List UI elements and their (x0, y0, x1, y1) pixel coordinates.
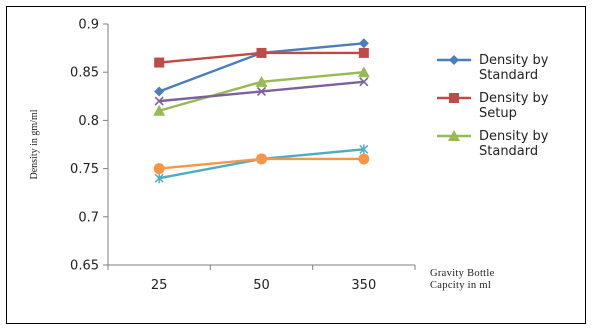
y-tick-label: 0.65 (70, 259, 99, 274)
series-3-point (255, 75, 268, 87)
legend-label-2: Density by (479, 91, 549, 106)
x-tick-label: 50 (253, 278, 270, 293)
series-4-point (154, 96, 164, 106)
chart-frame (6, 6, 586, 324)
series-2-point (154, 57, 165, 68)
series-5-point (154, 173, 164, 184)
series-2-point (358, 47, 369, 58)
y-tick-label: 0.75 (70, 162, 99, 177)
series-3-point (357, 66, 370, 78)
series-6-point (153, 163, 165, 175)
legend-label-3: Density by (479, 129, 549, 144)
legend-marker-2 (449, 93, 459, 103)
legend-marker-1 (449, 55, 459, 65)
series-5-point (359, 144, 369, 155)
series-6-point (256, 153, 267, 165)
legend-marker-3 (448, 130, 460, 141)
series-1-point (358, 38, 369, 49)
series-2-point (256, 47, 267, 58)
series-3-point (153, 104, 166, 116)
y-tick-label: 0.8 (78, 114, 99, 129)
y-tick-label: 0.7 (78, 210, 99, 225)
x-axis-title: Capcity in ml (430, 280, 491, 291)
y-tick-label: 0.85 (70, 66, 99, 81)
series-4-point (256, 86, 267, 97)
legend-label-2: Setup (479, 106, 517, 121)
series-1-point (154, 86, 165, 97)
y-axis-title: Density in gm/ml (29, 109, 40, 179)
legend-label-1: Density by (479, 53, 549, 68)
legend-label-3: Standard (479, 144, 538, 159)
x-tick-label: 350 (351, 278, 376, 293)
legend-label-1: Standard (479, 68, 538, 83)
x-axis-title: Gravity Bottle (430, 268, 495, 279)
series-6-point (358, 153, 370, 165)
y-tick-label: 0.9 (78, 18, 99, 33)
x-tick-label: 25 (151, 278, 168, 293)
series-4-point (359, 77, 369, 87)
